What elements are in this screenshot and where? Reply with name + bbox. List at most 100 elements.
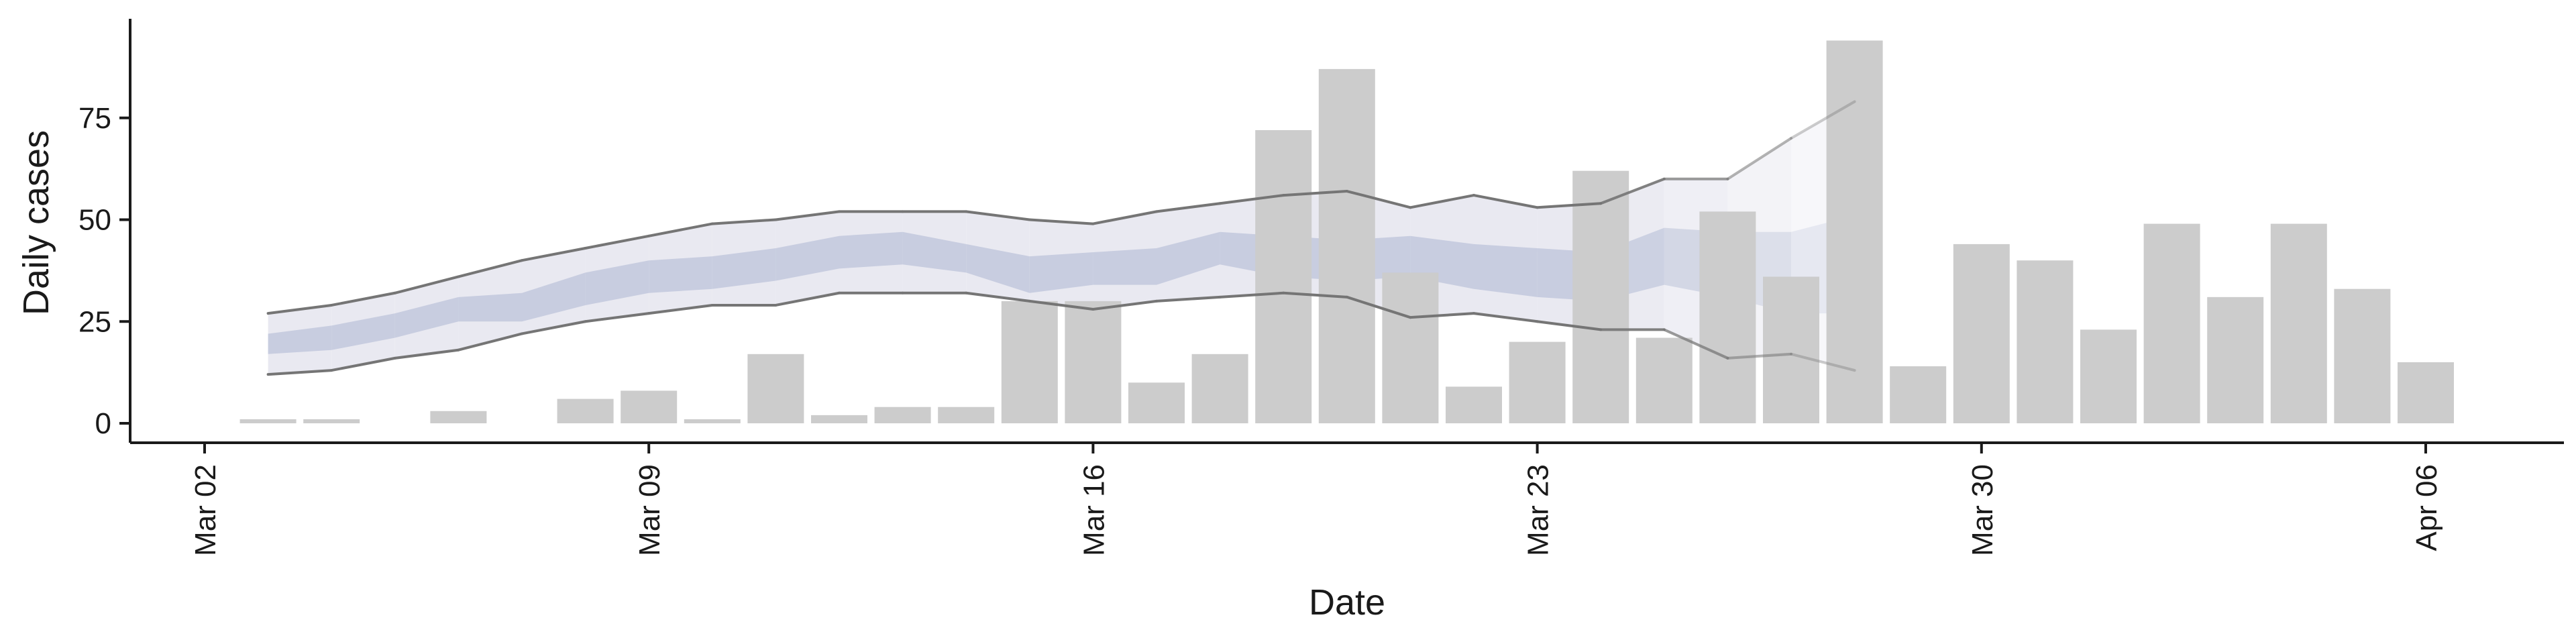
lower-bound-line [965, 291, 1031, 303]
daily-case-bar [1065, 301, 1122, 423]
daily-case-bar [874, 407, 931, 423]
daily-case-bar [557, 398, 614, 423]
inner-interval-band [1474, 244, 1538, 297]
daily-case-bar [303, 419, 360, 423]
lower-bound-line [1218, 291, 1285, 299]
upper-bound-line [1091, 210, 1158, 225]
daily-case-bar [938, 407, 995, 423]
lower-bound-line [1028, 299, 1095, 311]
daily-case-bar [2017, 260, 2074, 423]
daily-case-bar [811, 415, 867, 423]
inner-interval-band [1029, 252, 1093, 293]
lower-bound-line [1345, 295, 1412, 319]
x-tick-label: Mar 16 [1077, 464, 1110, 556]
daily-case-bar [430, 411, 487, 423]
lower-bound-line [393, 348, 460, 360]
upper-bound-line [521, 246, 587, 262]
daily-case-bar [621, 390, 678, 423]
upper-bound-line [1409, 194, 1475, 209]
daily-case-bar [684, 419, 741, 423]
lower-bound-line [457, 332, 523, 352]
upper-bound-line [1790, 100, 1856, 140]
daily-case-bar [2207, 297, 2264, 423]
daily-case-bar [2398, 362, 2454, 423]
y-axis-title: Daily cases [16, 130, 56, 315]
upper-bound-line [1218, 194, 1285, 205]
upper-bound-line [393, 275, 460, 294]
inner-interval-band [458, 292, 522, 322]
lower-bound-line [1662, 328, 1729, 360]
daily-case-bar [1953, 244, 2010, 423]
upper-bound-line [1345, 190, 1412, 209]
x-tick-label: Mar 30 [1966, 464, 1999, 556]
daily-case-bar [2080, 329, 2137, 423]
daily-case-bar [1826, 40, 1883, 424]
lower-bound-line [1790, 352, 1856, 372]
x-axis-ticks: Mar 02 Mar 09 Mar 16 Mar 23 Mar 30 Apr 06 [189, 443, 2443, 556]
x-tick-label: Mar 02 [189, 464, 222, 556]
x-axis-title: Date [1309, 582, 1385, 623]
inner-interval-band [712, 248, 776, 289]
x-tick-label: Mar 09 [633, 464, 666, 556]
y-tick-label: 0 [95, 407, 111, 440]
y-axis-ticks: 0 25 50 75 [78, 102, 130, 440]
y-tick-label: 50 [78, 204, 111, 237]
inner-interval-band [585, 260, 649, 305]
lower-bound-line [1536, 320, 1603, 331]
lower-bound-line [1409, 312, 1475, 319]
lower-bound-line [1155, 295, 1222, 303]
daily-case-bar [1699, 211, 1756, 423]
inner-interval-band [1093, 248, 1157, 285]
upper-bound-line [1472, 194, 1539, 209]
upper-bound-line [1536, 202, 1603, 209]
daily-case-bar [1318, 68, 1375, 423]
lower-bound-line [1726, 352, 1792, 360]
lower-bound-line [521, 320, 587, 335]
daily-case-bar [1446, 386, 1502, 423]
daily-case-bar [1509, 341, 1566, 423]
inner-interval-band [1157, 231, 1220, 285]
y-tick-label: 75 [78, 102, 111, 135]
inner-interval-band [839, 231, 903, 269]
daily-case-bar [1128, 382, 1185, 423]
lower-bound-line [1091, 299, 1158, 311]
daily-case-bars [239, 40, 2454, 424]
y-tick-label: 25 [78, 305, 111, 338]
upper-bound-line [584, 234, 651, 250]
upper-bound-line [710, 218, 777, 225]
daily-case-bar [2334, 288, 2391, 423]
daily-case-bar [1191, 354, 1248, 423]
lower-bound-line [647, 303, 714, 315]
upper-bound-line [266, 303, 333, 315]
upper-bound-line [965, 210, 1031, 221]
upper-bound-line [774, 210, 841, 221]
lower-bound-line [1282, 291, 1348, 299]
inner-interval-band [775, 235, 839, 281]
lower-bound-line [266, 369, 333, 376]
daily-case-bar [2143, 223, 2200, 423]
daily-case-bar [1890, 366, 1947, 423]
daily-case-bar [2270, 223, 2327, 423]
daily-case-bar [1763, 276, 1819, 423]
lower-bound-line [330, 356, 396, 372]
upper-bound-line [647, 222, 714, 237]
upper-bound-line [1155, 202, 1222, 213]
upper-bound-line [1282, 190, 1348, 197]
x-tick-label: Mar 23 [1522, 464, 1555, 556]
inner-interval-band [522, 272, 586, 322]
upper-bound-line [1028, 218, 1095, 225]
lower-bound-line [1472, 312, 1539, 323]
daily-case-bar [1255, 129, 1312, 423]
daily-case-bar [1572, 170, 1629, 423]
upper-bound-line [330, 291, 396, 307]
upper-bound-line [457, 259, 523, 278]
inner-interval-band [268, 325, 332, 354]
daily-case-bar [1635, 337, 1693, 423]
lower-bound-line [774, 291, 841, 307]
inner-interval-band [649, 256, 712, 293]
inner-interval-band [394, 297, 459, 338]
daily-case-bar [239, 419, 297, 423]
daily-case-bar [1382, 272, 1439, 423]
upper-bound-line [1726, 137, 1792, 180]
